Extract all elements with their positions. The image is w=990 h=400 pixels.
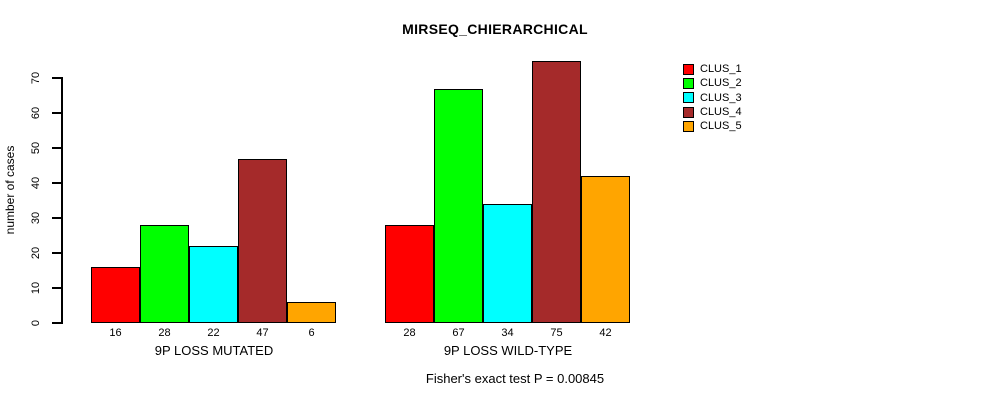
y-axis-tick-label: 0 <box>30 319 42 327</box>
legend-label: CLUS_4 <box>700 106 742 119</box>
y-axis-tick <box>52 147 62 149</box>
bar-value-label: 22 <box>207 327 220 339</box>
y-axis-tick-label: 40 <box>30 176 42 190</box>
bar-value-label: 28 <box>403 327 416 339</box>
y-axis-tick-label: 70 <box>30 71 42 85</box>
bar-clus_4-group1 <box>238 158 287 323</box>
chart-title: MIRSEQ_CHIERARCHICAL <box>402 21 588 37</box>
y-axis-tick-label: 50 <box>30 141 42 155</box>
bar-clus_2-group1 <box>140 225 189 323</box>
y-axis-tick-label: 30 <box>30 211 42 225</box>
y-axis-tick-label: 10 <box>30 281 42 295</box>
bar-value-label: 47 <box>256 327 269 339</box>
y-axis-tick <box>52 287 62 289</box>
y-axis-tick <box>52 77 62 79</box>
bar-clus_3-group2 <box>483 204 532 323</box>
bar-clus_5-group2 <box>581 176 630 323</box>
bar-clus_2-group2 <box>434 88 483 323</box>
legend-color-swatch <box>683 106 694 118</box>
y-axis-tick-label: 60 <box>30 106 42 120</box>
bar-value-label: 75 <box>550 327 563 339</box>
y-axis-tick <box>52 182 62 184</box>
legend-label: CLUS_2 <box>700 77 742 90</box>
legend-color-swatch <box>683 120 694 132</box>
legend-item-clus_4: CLUS_4 <box>683 105 742 119</box>
group-label-mutated: 9P LOSS MUTATED <box>154 343 274 358</box>
y-axis-tick <box>52 112 62 114</box>
bar-value-label: 16 <box>109 327 122 339</box>
legend-item-clus_1: CLUS_1 <box>683 62 742 76</box>
y-axis-tick-label: 20 <box>30 246 42 260</box>
legend-item-clus_3: CLUS_3 <box>683 91 742 105</box>
y-axis-tick <box>52 252 62 254</box>
legend-color-swatch <box>683 77 694 89</box>
legend-item-clus_2: CLUS_2 <box>683 76 742 90</box>
bar-value-label: 42 <box>599 327 612 339</box>
fisher-test-annotation: Fisher's exact test P = 0.00845 <box>425 371 605 386</box>
legend-label: CLUS_1 <box>700 63 742 76</box>
bar-clus_5-group1 <box>287 302 336 323</box>
group-label-wild-type: 9P LOSS WILD-TYPE <box>443 343 573 358</box>
bar-value-label: 28 <box>158 327 171 339</box>
bar-clus_4-group2 <box>532 60 581 323</box>
legend-color-swatch <box>683 63 694 75</box>
bar-clus_1-group1 <box>91 267 140 323</box>
bar-clus_1-group2 <box>385 225 434 323</box>
legend-color-swatch <box>683 92 694 104</box>
bar-value-label: 67 <box>452 327 465 339</box>
bar-clus_3-group1 <box>189 246 238 323</box>
bar-value-label: 34 <box>501 327 514 339</box>
y-axis-tick <box>52 322 62 324</box>
bar-value-label: 6 <box>308 327 315 339</box>
y-axis-tick <box>52 217 62 219</box>
legend-item-clus_5: CLUS_5 <box>683 119 742 133</box>
legend: CLUS_1 CLUS_2 CLUS_3 CLUS_4 CLUS_5 <box>683 62 742 133</box>
legend-label: CLUS_3 <box>700 91 742 104</box>
y-axis-line <box>61 77 63 324</box>
legend-label: CLUS_5 <box>700 120 742 133</box>
